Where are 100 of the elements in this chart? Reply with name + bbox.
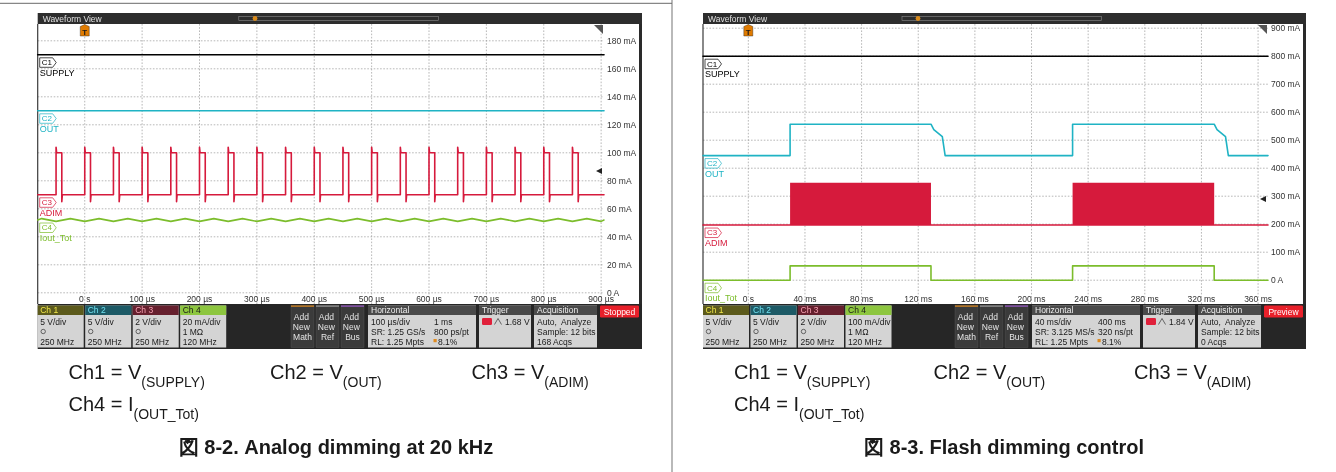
y-tick-label: 20 mA <box>607 259 632 270</box>
y-tick-label: 500 mA <box>1271 135 1301 146</box>
series-label: C1 SUPPLY <box>705 59 740 80</box>
series-label: C3 ADIM <box>39 198 63 218</box>
text: 1.84 V <box>1169 316 1194 327</box>
text: 40 ms/div <box>1035 316 1073 327</box>
text: Add New Ref <box>317 311 338 342</box>
text: 2 V/div <box>135 316 162 327</box>
text: 1 MΩ <box>848 326 869 337</box>
text: Stopped <box>603 306 636 317</box>
text: 2 V/div <box>800 316 828 327</box>
x-tick-label: 120 ms <box>904 293 933 304</box>
text: Auto, <box>537 316 557 327</box>
y-tick-label: 60 mA <box>607 203 632 214</box>
text: SR: 3.125 MS/s <box>1035 326 1095 337</box>
text: 120 MHz <box>182 336 217 347</box>
text: Ch2 = V$_{(OUT)}$ <box>933 360 1046 390</box>
text: SR: 1.25 GS/s <box>371 326 426 337</box>
y-tick-label: 600 mA <box>1271 107 1301 118</box>
text: Ch3 = V$_{(ADIM)}$ <box>471 360 589 390</box>
text: Analyze <box>1225 316 1256 327</box>
text: Analyze <box>561 316 592 327</box>
text: 8.1% <box>438 336 458 347</box>
text: 8.1% <box>1102 336 1122 347</box>
text: Waveform View <box>42 13 103 24</box>
y-tick-label: 180 mA <box>607 35 637 46</box>
text: 168 Acqs <box>537 336 572 347</box>
line-series <box>702 123 1269 157</box>
text: 250 MHz <box>40 336 75 347</box>
x-tick-label: 0 s <box>79 293 91 304</box>
y-tick-label: 80 mA <box>607 175 632 186</box>
text: 5 V/div <box>705 316 733 327</box>
y-tick-label: 100 mA <box>1271 247 1301 258</box>
text: Ch 4 <box>182 305 201 316</box>
y-tick-label: 700 mA <box>1271 79 1301 90</box>
x-tick-label: 500 µs <box>358 293 385 304</box>
text: RL: 1.25 Mpts <box>371 336 424 347</box>
text: Sample: 12 bits <box>1201 326 1260 337</box>
text: Add New Math <box>292 311 313 342</box>
text: Horizontal <box>371 305 410 316</box>
y-tick-label: 100 mA <box>607 147 637 158</box>
text: Ch2 = V$_{(OUT)}$ <box>270 360 382 390</box>
y-tick-label: 200 mA <box>1271 219 1301 230</box>
text: Ch4 = I$_{(OUT_Tot)}$ <box>68 393 199 422</box>
x-tick-label: 800 µs <box>530 293 557 304</box>
text: Ch 4 <box>848 305 867 316</box>
text: 250 MHz <box>753 336 788 347</box>
text: Add New Bus <box>342 311 363 342</box>
text: 0 Acqs <box>1201 336 1227 347</box>
text: Ch 2 <box>753 305 772 316</box>
text: 250 MHz <box>800 336 835 347</box>
y-tick-label: 300 mA <box>1271 191 1301 202</box>
text: Auto, <box>1201 316 1221 327</box>
text: Ch 2 <box>87 305 106 316</box>
text: Trigger <box>482 305 509 316</box>
text: 5 V/div <box>40 316 67 327</box>
text: 400 ms <box>1098 316 1126 327</box>
text: 320 ns/pt <box>1098 326 1134 337</box>
text: Horizontal <box>1035 305 1074 316</box>
series-label: C4 Iout_Tot <box>39 223 73 243</box>
text: 5 V/div <box>753 316 780 327</box>
text: 5 V/div <box>87 316 115 327</box>
x-tick-label: 200 µs <box>186 293 213 304</box>
text: Sample: 12 bits <box>537 326 596 337</box>
text: Ch3 = V$_{(ADIM)}$ <box>1134 360 1252 390</box>
text: Ch4 = I$_{(OUT_Tot)}$ <box>734 393 865 422</box>
text: Ch 3 <box>800 305 819 316</box>
text: Preview <box>1268 306 1300 317</box>
x-tick-label: 200 ms <box>1017 293 1046 304</box>
x-tick-label: 360 ms <box>1244 293 1273 304</box>
text: 1.68 V <box>505 316 530 327</box>
text: 図 8-3. Flash dimming control <box>863 436 1145 458</box>
text: 100 mA/div <box>848 316 892 327</box>
series-label: C3 ADIM <box>705 228 728 249</box>
x-tick-label: 600 µs <box>416 293 442 304</box>
text: 20 mA/div <box>182 316 222 327</box>
text: 図 8-2. Analog dimming at 20 kHz <box>178 436 494 458</box>
text: 120 MHz <box>848 336 883 347</box>
x-tick-label: 0 s <box>742 293 754 304</box>
x-tick-label: 700 µs <box>473 293 500 304</box>
text: Trigger <box>1146 305 1173 316</box>
series-label: C4 Iout_Tot <box>705 283 738 304</box>
x-tick-label: 300 µs <box>244 293 270 304</box>
x-tick-label: 40 ms <box>793 293 817 304</box>
series-label: C1 SUPPLY <box>39 58 75 78</box>
y-tick-label: 800 mA <box>1271 51 1301 62</box>
text: Ch1 = V$_{(SUPPLY)}$ <box>734 360 871 390</box>
text: 250 MHz <box>87 336 122 347</box>
text: Ch 1 <box>705 305 724 316</box>
x-tick-label: 400 µs <box>301 293 328 304</box>
y-tick-label: 160 mA <box>607 63 637 74</box>
x-tick-label: 160 ms <box>960 293 989 304</box>
text: Waveform View <box>708 13 768 24</box>
text: 1 ms <box>434 316 453 327</box>
text: Acquisition <box>1201 305 1243 316</box>
y-tick-label: 400 mA <box>1271 163 1301 174</box>
text: 250 MHz <box>705 336 740 347</box>
x-tick-label: 100 µs <box>129 293 155 304</box>
text: 1 MΩ <box>182 326 204 337</box>
y-tick-label: 0 A <box>607 287 620 298</box>
